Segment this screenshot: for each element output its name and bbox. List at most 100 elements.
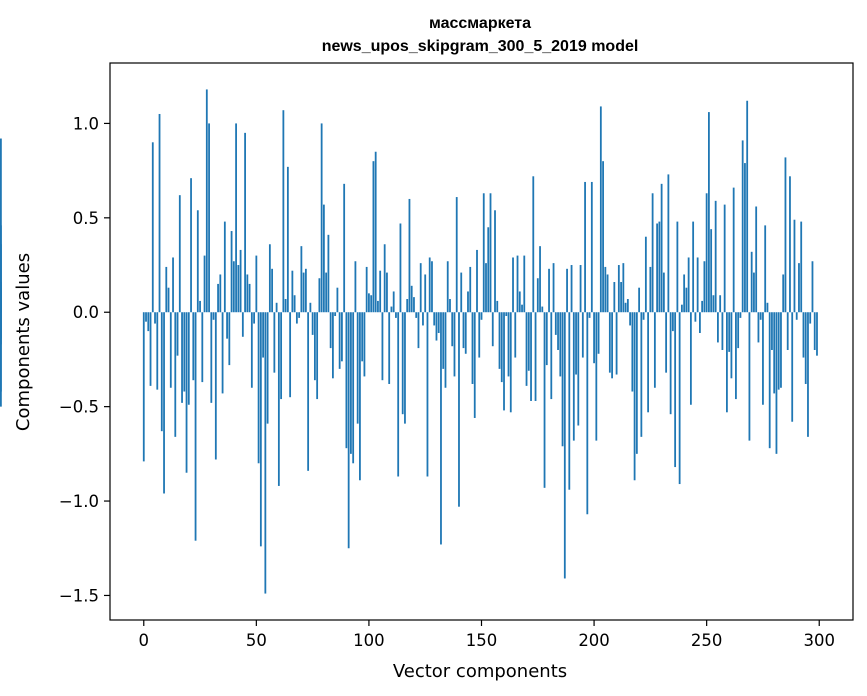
bar-284 bbox=[782, 274, 785, 313]
bar-25 bbox=[199, 300, 201, 313]
bar-60 bbox=[277, 312, 280, 486]
bar-71 bbox=[302, 272, 305, 313]
bar-237 bbox=[676, 221, 679, 313]
bar-77 bbox=[316, 312, 319, 400]
bar-297 bbox=[811, 261, 814, 313]
bar-73 bbox=[307, 312, 310, 471]
bar-197 bbox=[586, 312, 589, 515]
bar-155 bbox=[491, 312, 494, 347]
bar-102 bbox=[372, 161, 375, 313]
bar-undefined bbox=[0, 312, 2, 392]
bar-69 bbox=[298, 312, 301, 318]
bar-116 bbox=[404, 312, 406, 424]
bar-261 bbox=[730, 312, 733, 379]
bar-50 bbox=[255, 255, 258, 313]
bar-167 bbox=[518, 291, 521, 313]
bar-120 bbox=[413, 297, 415, 313]
bar-113 bbox=[397, 312, 400, 477]
bar-86 bbox=[336, 287, 339, 313]
bar-16 bbox=[178, 195, 181, 313]
bar-123 bbox=[419, 263, 422, 313]
bar-122 bbox=[417, 312, 420, 349]
bar-133 bbox=[442, 312, 445, 369]
bar-33 bbox=[217, 283, 219, 313]
bar-163 bbox=[509, 312, 512, 413]
bar-12 bbox=[169, 312, 172, 388]
bar-undefined bbox=[0, 312, 2, 345]
bar-34 bbox=[219, 274, 222, 313]
bar-145 bbox=[469, 266, 472, 313]
bar-14 bbox=[174, 312, 177, 437]
bar-63 bbox=[284, 299, 287, 313]
bar-186 bbox=[561, 312, 564, 447]
bar-124 bbox=[422, 312, 424, 326]
bar-293 bbox=[802, 312, 805, 358]
bar-184 bbox=[557, 312, 559, 350]
y-axis-ticks: −1.5 −1.0 −0.5 0.0 0.5 1.0 bbox=[59, 114, 110, 605]
bar-279 bbox=[771, 312, 773, 350]
bar-168 bbox=[521, 304, 523, 313]
bar-90 bbox=[345, 312, 348, 449]
bar-244 bbox=[692, 221, 695, 313]
bar-15 bbox=[176, 312, 179, 356]
bar-29 bbox=[208, 123, 210, 313]
bar-98 bbox=[363, 312, 366, 377]
bar-204 bbox=[602, 161, 604, 313]
bar-2 bbox=[147, 312, 150, 332]
bar-23 bbox=[194, 312, 197, 541]
bar-114 bbox=[399, 223, 402, 313]
bar-8 bbox=[160, 312, 163, 432]
bar-143 bbox=[464, 312, 467, 354]
bar-289 bbox=[793, 219, 796, 313]
bar-74 bbox=[309, 302, 312, 313]
bar-201 bbox=[595, 312, 598, 441]
bar-51 bbox=[257, 312, 260, 464]
bar-273 bbox=[757, 312, 760, 343]
bar-138 bbox=[453, 312, 456, 377]
bar-59 bbox=[275, 302, 278, 313]
bar-111 bbox=[392, 291, 395, 313]
bar-203 bbox=[599, 106, 602, 313]
bar-188 bbox=[566, 268, 568, 313]
bar-30 bbox=[210, 312, 213, 403]
bar-153 bbox=[487, 227, 490, 313]
bar-299 bbox=[816, 312, 818, 356]
bar-263 bbox=[735, 312, 737, 400]
bar-208 bbox=[611, 312, 613, 379]
bar-220 bbox=[638, 287, 641, 313]
bar-285 bbox=[784, 157, 787, 313]
bar-106 bbox=[381, 312, 384, 381]
bar-295 bbox=[807, 312, 809, 437]
bar-46 bbox=[246, 274, 249, 313]
bar-234 bbox=[669, 312, 672, 415]
bar-241 bbox=[685, 287, 688, 313]
bar-5 bbox=[154, 312, 156, 324]
bar-179 bbox=[545, 312, 548, 366]
bar-160 bbox=[503, 312, 505, 411]
bar-24 bbox=[196, 210, 199, 313]
bar-142 bbox=[462, 312, 465, 349]
y-tick-label-5: 1.0 bbox=[73, 114, 99, 133]
bar-112 bbox=[395, 312, 397, 318]
bar-93 bbox=[352, 312, 355, 464]
bar-68 bbox=[295, 312, 298, 324]
bar-85 bbox=[334, 312, 337, 317]
bar-11 bbox=[167, 287, 170, 313]
bar-291 bbox=[798, 263, 800, 313]
bar-191 bbox=[572, 312, 575, 441]
bar-236 bbox=[674, 312, 677, 468]
bar-94 bbox=[354, 261, 357, 313]
bar-107 bbox=[383, 244, 386, 313]
bar-84 bbox=[332, 312, 334, 379]
chart-title-line-2: news_upos_skipgram_300_5_2019 model bbox=[322, 38, 639, 55]
bar-52 bbox=[259, 312, 262, 547]
bar-223 bbox=[644, 236, 647, 313]
bar-176 bbox=[539, 246, 541, 313]
bar-198 bbox=[588, 312, 591, 318]
bar-255 bbox=[717, 312, 719, 343]
bar-130 bbox=[435, 312, 438, 341]
bar-246 bbox=[696, 257, 699, 313]
bar-undefined bbox=[0, 138, 2, 313]
bar-286 bbox=[786, 312, 789, 350]
y-tick-label-4: 0.5 bbox=[73, 209, 99, 228]
